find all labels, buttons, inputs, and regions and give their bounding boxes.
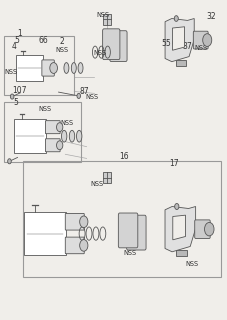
Circle shape <box>77 93 81 99</box>
FancyBboxPatch shape <box>195 220 210 238</box>
Circle shape <box>57 141 63 150</box>
FancyBboxPatch shape <box>65 213 84 230</box>
Bar <box>16 55 42 81</box>
Text: NSS: NSS <box>60 120 73 125</box>
Text: 1: 1 <box>17 28 22 38</box>
Text: 61: 61 <box>171 39 181 48</box>
Text: NSS: NSS <box>38 106 51 112</box>
Circle shape <box>57 123 63 132</box>
Bar <box>104 172 111 183</box>
Ellipse shape <box>71 63 76 73</box>
Text: 107: 107 <box>12 86 27 95</box>
Circle shape <box>8 159 11 164</box>
Text: NSS: NSS <box>185 261 198 267</box>
Text: 37: 37 <box>182 42 192 51</box>
Bar <box>25 212 66 255</box>
Text: 5: 5 <box>14 36 19 44</box>
Bar <box>176 60 186 66</box>
Polygon shape <box>165 206 196 252</box>
Ellipse shape <box>76 130 82 142</box>
Text: NSS: NSS <box>86 93 99 100</box>
Text: 66: 66 <box>39 36 48 44</box>
Circle shape <box>175 204 179 210</box>
Polygon shape <box>165 19 194 62</box>
Text: 55: 55 <box>161 39 171 48</box>
Text: 87: 87 <box>79 87 89 96</box>
Text: NSS: NSS <box>123 250 136 256</box>
Ellipse shape <box>62 130 67 142</box>
Circle shape <box>174 16 178 21</box>
Circle shape <box>10 94 14 99</box>
Circle shape <box>203 34 212 46</box>
Circle shape <box>205 222 214 236</box>
Ellipse shape <box>69 130 75 142</box>
FancyBboxPatch shape <box>110 31 127 61</box>
FancyBboxPatch shape <box>103 29 120 60</box>
Circle shape <box>80 216 88 228</box>
Polygon shape <box>173 215 185 240</box>
FancyBboxPatch shape <box>45 139 60 152</box>
Text: NSS: NSS <box>94 50 107 56</box>
Text: NSS: NSS <box>97 12 110 18</box>
Text: 2: 2 <box>59 37 64 46</box>
Bar <box>14 119 46 153</box>
Text: NSS: NSS <box>55 47 68 52</box>
FancyBboxPatch shape <box>127 215 146 250</box>
Text: 16: 16 <box>119 152 128 161</box>
Text: 17: 17 <box>169 159 178 168</box>
FancyBboxPatch shape <box>42 60 54 76</box>
Bar <box>4 36 74 95</box>
FancyBboxPatch shape <box>118 213 138 248</box>
Text: 4: 4 <box>12 42 17 51</box>
Text: NSS: NSS <box>4 69 17 75</box>
Ellipse shape <box>78 63 83 73</box>
Ellipse shape <box>64 63 69 73</box>
FancyBboxPatch shape <box>45 121 60 134</box>
Bar <box>176 251 187 256</box>
Bar <box>4 102 81 162</box>
Text: NSS: NSS <box>195 45 208 51</box>
Circle shape <box>50 63 57 73</box>
Text: 5: 5 <box>13 98 18 107</box>
Bar <box>23 161 221 277</box>
Bar <box>103 13 111 25</box>
Circle shape <box>80 240 88 251</box>
FancyBboxPatch shape <box>193 31 208 49</box>
Polygon shape <box>173 27 185 50</box>
FancyBboxPatch shape <box>65 237 84 254</box>
Text: NSS: NSS <box>91 181 104 187</box>
Text: 32: 32 <box>207 12 217 21</box>
